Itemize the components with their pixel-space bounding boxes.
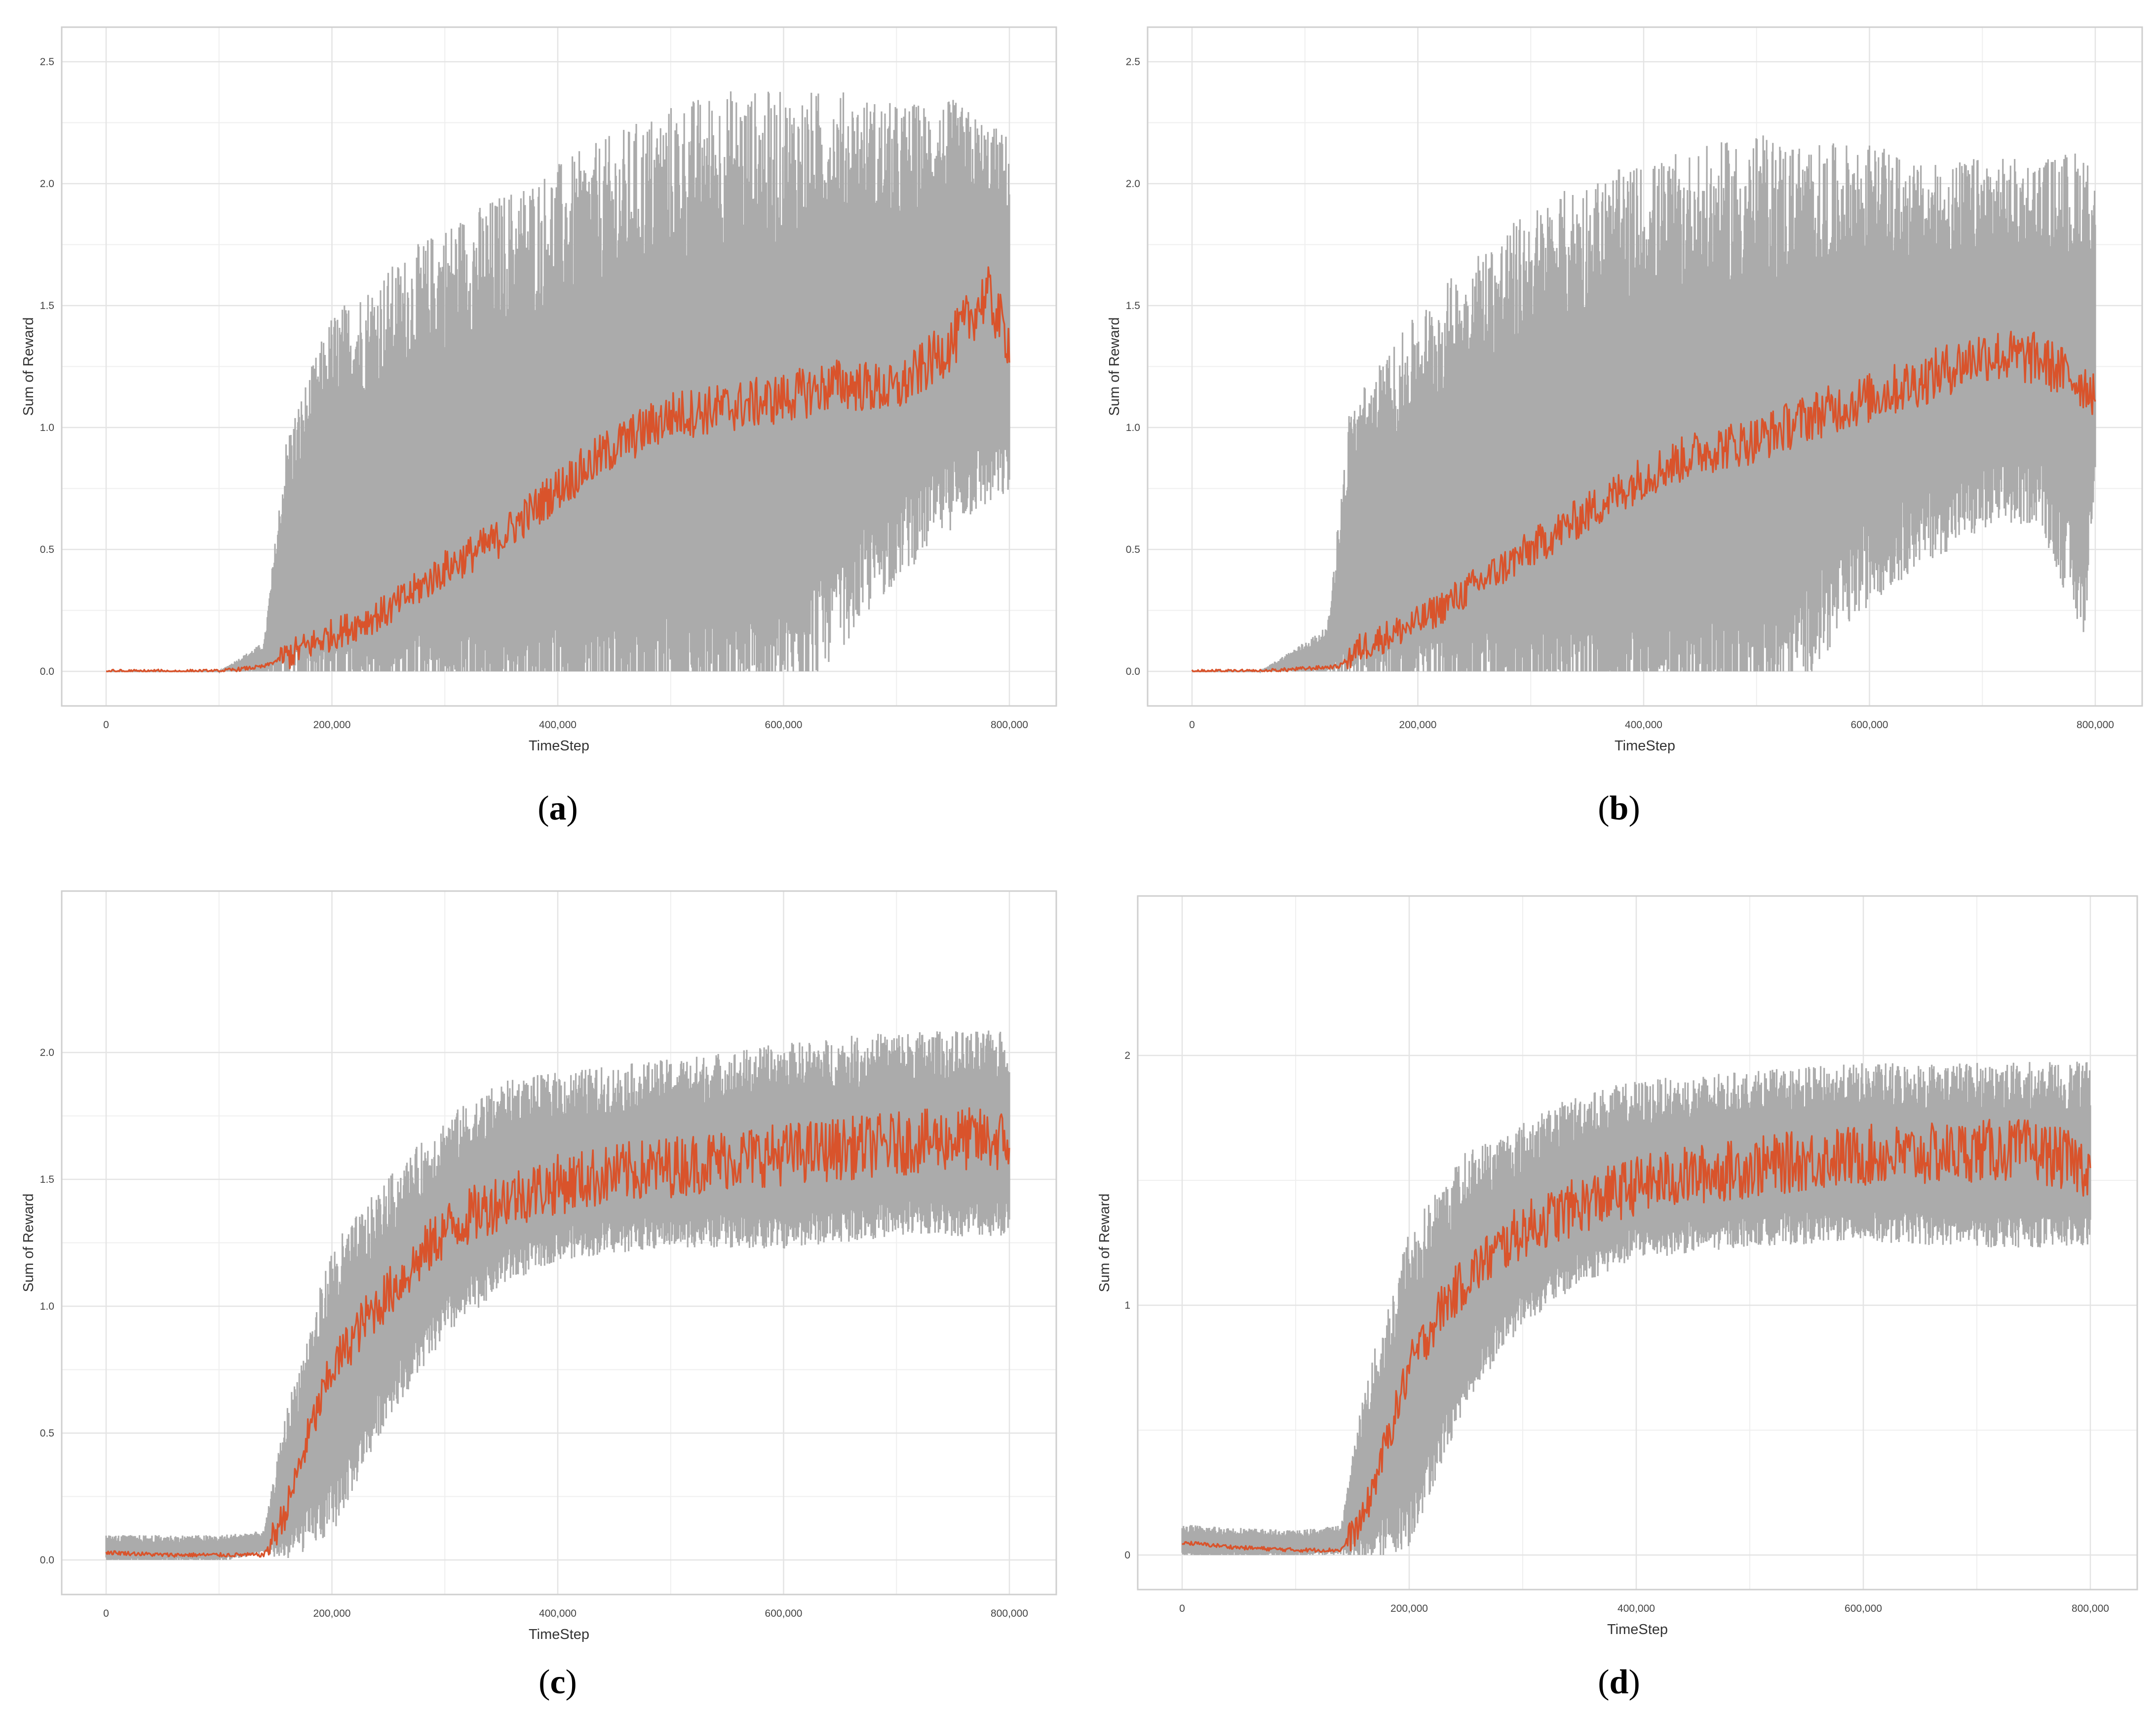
y-tick-label: 2.5 bbox=[40, 56, 54, 68]
y-axis-title: Sum of Reward bbox=[1097, 1194, 1113, 1292]
x-axis-title: TimeStep bbox=[529, 738, 589, 754]
x-axis-title: TimeStep bbox=[1615, 738, 1675, 754]
reward-range-band bbox=[106, 91, 1010, 674]
x-tick-label: 200,000 bbox=[313, 1608, 351, 1619]
panel-label: (b) bbox=[1598, 789, 1640, 827]
x-tick-label: 800,000 bbox=[991, 1608, 1028, 1619]
x-tick-label: 800,000 bbox=[2077, 719, 2114, 731]
y-tick-label: 1.5 bbox=[40, 1174, 54, 1185]
x-tick-label: 600,000 bbox=[765, 1608, 803, 1619]
mean-reward-line bbox=[1182, 1119, 2091, 1553]
y-tick-label: 0.5 bbox=[40, 1428, 54, 1439]
y-tick-label: 0.0 bbox=[40, 666, 54, 677]
panel-label: (c) bbox=[539, 1663, 577, 1701]
x-tick-label: 600,000 bbox=[1845, 1603, 1882, 1614]
y-tick-label: 2.0 bbox=[40, 178, 54, 190]
y-tick-label: 0.0 bbox=[40, 1555, 54, 1566]
y-tick-label: 2 bbox=[1124, 1050, 1130, 1061]
y-tick-label: 2.5 bbox=[1126, 56, 1140, 68]
y-axis-title: Sum of Reward bbox=[1107, 317, 1122, 416]
plot-frame bbox=[61, 26, 1057, 707]
y-axis-title: Sum of Reward bbox=[21, 317, 37, 416]
x-tick-label: 600,000 bbox=[765, 719, 803, 731]
x-tick-label: 800,000 bbox=[991, 719, 1028, 731]
reward-range-band bbox=[1192, 135, 2096, 674]
x-tick-label: 0 bbox=[1189, 719, 1195, 731]
mean-reward-line bbox=[1191, 331, 2096, 672]
y-tick-label: 2.0 bbox=[40, 1047, 54, 1058]
y-tick-label: 0.5 bbox=[1126, 544, 1140, 555]
plot-frame bbox=[61, 890, 1057, 1596]
x-tick-label: 0 bbox=[103, 719, 109, 731]
x-axis-title: TimeStep bbox=[1607, 1622, 1668, 1637]
y-tick-label: 1.5 bbox=[1126, 300, 1140, 311]
y-axis-title: Sum of Reward bbox=[21, 1194, 37, 1292]
y-tick-label: 1.0 bbox=[1126, 422, 1140, 433]
y-tick-label: 0.0 bbox=[1126, 666, 1140, 677]
x-tick-label: 400,000 bbox=[1617, 1603, 1655, 1614]
x-tick-label: 600,000 bbox=[1851, 719, 1888, 731]
plot-frame bbox=[1147, 26, 2143, 707]
chart-panel-d: 0 200,000 400,000 600,000 800,000 0 1 2 TimeStep… bbox=[1097, 895, 2138, 1701]
y-tick-label: 1.5 bbox=[40, 300, 54, 311]
y-tick-label: 1 bbox=[1124, 1300, 1130, 1311]
panel-label: (a) bbox=[538, 789, 578, 827]
chart-panel-a: 0 200,000 400,000 600,000 800,000 0.0 0.5 1.0 1.… bbox=[21, 26, 1057, 827]
plot-frame bbox=[1137, 895, 2138, 1591]
y-tick-label: 0 bbox=[1124, 1550, 1130, 1561]
y-tick-label: 1.0 bbox=[40, 1301, 54, 1312]
mean-reward-line bbox=[106, 266, 1010, 672]
panel-label: (d) bbox=[1598, 1663, 1640, 1701]
x-tick-label: 200,000 bbox=[1399, 719, 1437, 731]
y-tick-label: 0.5 bbox=[40, 544, 54, 555]
y-tick-label: 2.0 bbox=[1126, 178, 1140, 190]
x-axis-title: TimeStep bbox=[529, 1627, 589, 1642]
x-tick-label: 400,000 bbox=[539, 719, 577, 731]
x-tick-label: 400,000 bbox=[1625, 719, 1662, 731]
x-tick-label: 200,000 bbox=[1390, 1603, 1428, 1614]
x-tick-label: 400,000 bbox=[539, 1608, 577, 1619]
y-tick-label: 1.0 bbox=[40, 422, 54, 433]
x-tick-label: 200,000 bbox=[313, 719, 351, 731]
x-tick-label: 800,000 bbox=[2072, 1603, 2109, 1614]
x-tick-label: 0 bbox=[1179, 1603, 1185, 1614]
mean-reward-line bbox=[105, 1107, 1010, 1558]
chart-panel-c: 0 200,000 400,000 600,000 800,000 0.0 0.5 1.0 1.… bbox=[21, 890, 1057, 1701]
x-tick-label: 0 bbox=[103, 1608, 109, 1619]
chart-panel-b: 0 200,000 400,000 600,000 800,000 0.0 0.5 1.0 1.… bbox=[1107, 26, 2143, 827]
